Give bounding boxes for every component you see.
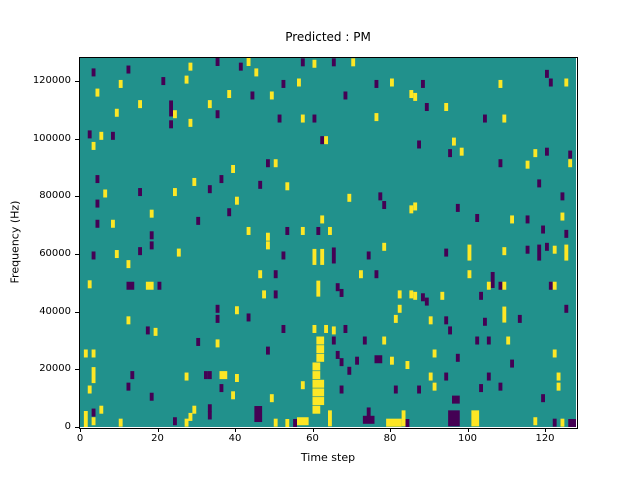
y-tick-label: 120000 (32, 75, 71, 87)
y-tick-mark (75, 81, 79, 83)
x-tick-label: 60 (306, 433, 319, 444)
x-tick-mark (235, 428, 236, 432)
y-tick-label: 20000 (39, 363, 71, 375)
x-tick-label: 120 (535, 433, 555, 444)
y-tick-label: 100000 (32, 132, 71, 144)
y-tick-mark (75, 311, 79, 313)
y-tick-label: 60000 (39, 248, 71, 260)
x-tick-label: 0 (76, 433, 84, 444)
y-tick-mark (75, 254, 79, 256)
x-tick-label: 80 (383, 433, 397, 444)
x-tick-label: 20 (151, 433, 164, 444)
x-tick-mark (390, 428, 391, 432)
y-tick-mark (75, 138, 79, 140)
y-tick-mark (75, 196, 79, 198)
x-tick-label: 40 (228, 433, 242, 444)
y-axis-label: Frequency (Hz) (8, 200, 22, 284)
x-tick-mark (312, 428, 314, 432)
chart-title: Predicted : PM (285, 30, 371, 44)
x-tick-mark (157, 428, 159, 432)
x-tick-label: 100 (457, 433, 478, 444)
y-tick-label: 0 (64, 421, 71, 432)
y-tick-mark (75, 427, 79, 428)
x-tick-mark (545, 428, 546, 432)
y-tick-mark (75, 369, 79, 371)
y-tick-label: 80000 (39, 190, 71, 202)
x-tick-mark (80, 428, 81, 432)
x-axis-label: Time step (300, 451, 356, 464)
x-tick-mark (467, 428, 469, 432)
y-tick-label: 40000 (39, 305, 71, 317)
heatmap-image (80, 58, 576, 427)
